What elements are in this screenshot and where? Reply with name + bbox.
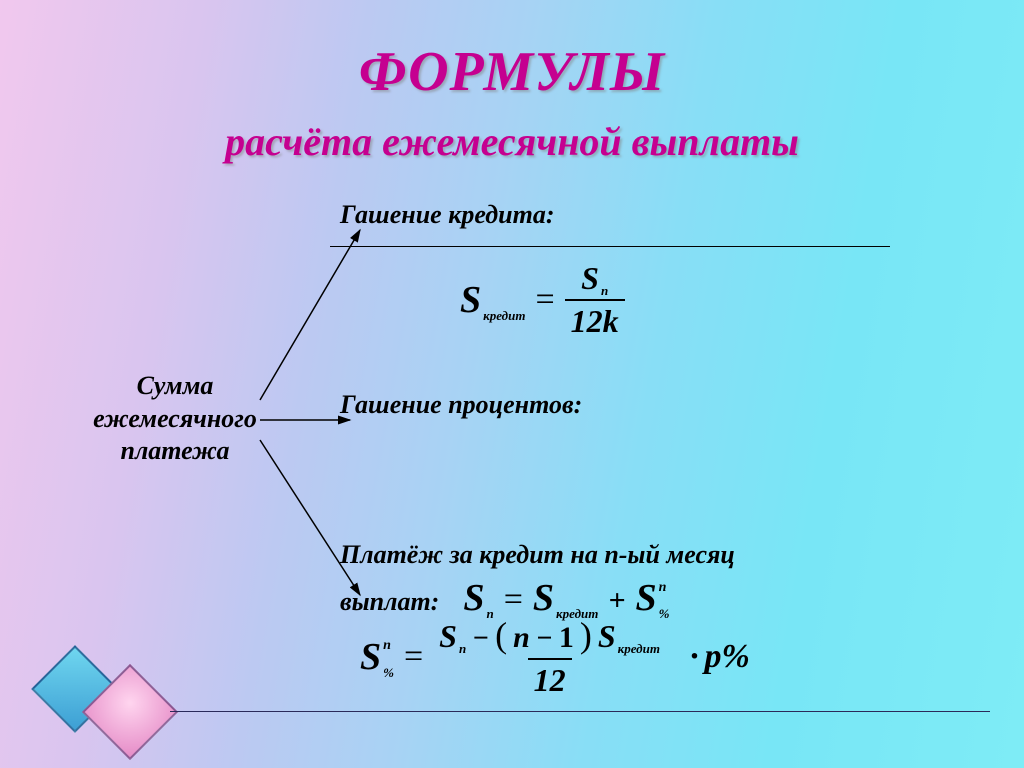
f3-t2: S n % — [635, 576, 669, 620]
f2-p: p% — [704, 638, 749, 675]
f2-t1-base: S — [439, 618, 457, 655]
f3-t2-base: S — [635, 576, 656, 620]
slide-title: ФОРМУЛЫ — [0, 40, 1024, 104]
left-label-line1: Сумма — [137, 371, 214, 400]
f3-t2-sub: % — [659, 608, 670, 620]
f1-fraction: S n 12k — [565, 260, 625, 340]
f2-dot: · — [690, 638, 699, 675]
left-label: Сумма ежемесячного платежа — [60, 370, 290, 468]
f2-t3-base: S — [598, 618, 616, 655]
content-area: Сумма ежемесячного платежа Гашение креди… — [0, 200, 1024, 680]
f3-eq: = — [504, 581, 523, 619]
f1-lhs: S кредит — [460, 278, 525, 322]
f2-one: 1 — [559, 621, 574, 655]
footer-line — [170, 711, 990, 712]
heading-percent: Гашение процентов: — [340, 390, 582, 420]
section-payment: Платёж за кредит на n-ый месяц выплат: S… — [340, 540, 735, 620]
slide: ФОРМУЛЫ расчёта ежемесячной выплаты Сумм… — [0, 0, 1024, 768]
formula-payment: S n = S кредит + S n — [463, 576, 669, 620]
formula-credit: S кредит = S n 12k — [460, 260, 625, 340]
f1-lhs-base: S — [460, 278, 481, 322]
f2-num-t3: S кредит — [598, 618, 660, 655]
f1-num-sub: n — [601, 285, 608, 297]
f2-minus2: − — [536, 623, 553, 655]
f2-trailer: ·p% — [684, 638, 750, 676]
f3-lhs-base: S — [463, 576, 484, 620]
f2-lhs-base: S — [360, 635, 381, 679]
f3-plus: + — [608, 584, 625, 618]
underline-1 — [330, 246, 890, 247]
f1-lhs-sub: кредит — [483, 310, 525, 322]
heading-payment-b: выплат: — [340, 587, 439, 617]
f2-n: n — [513, 621, 530, 655]
f3-t1-base: S — [533, 576, 554, 620]
f2-den: 12 — [528, 658, 572, 699]
formula-percent: S n % = S n − — [360, 614, 750, 699]
slide-subtitle: расчёта ежемесячной выплаты — [0, 118, 1024, 165]
f1-eq: = — [535, 281, 554, 319]
f3-t1-sub: кредит — [556, 608, 598, 620]
f1-den: 12k — [565, 299, 625, 340]
f2-lhs: S n % — [360, 635, 394, 679]
f2-lhs-sup: n — [383, 640, 391, 653]
f2-fraction: S n − ( n − 1 ) S кредит — [433, 614, 666, 699]
f2-eq: = — [404, 638, 423, 676]
left-label-line3: платежа — [121, 436, 230, 465]
heading-payment-a: Платёж за кредит на n-ый месяц — [340, 540, 735, 570]
section-percent: Гашение процентов: S n % = S — [340, 390, 582, 420]
f2-t1-sub: n — [459, 643, 466, 655]
f2-num-t1: S n — [439, 618, 466, 655]
heading-credit: Гашение кредита: — [340, 200, 555, 230]
f3-lhs-sub: n — [486, 608, 493, 620]
section-credit: Гашение кредита: S кредит = S n — [340, 200, 555, 230]
f1-num: S n — [581, 260, 608, 297]
f2-t3-sub: кредит — [618, 643, 660, 655]
f3-t2-sup: n — [659, 582, 667, 595]
f3-t1: S кредит — [533, 576, 598, 620]
left-label-line2: ежемесячного — [93, 404, 257, 433]
f2-lhs-sub: % — [383, 667, 394, 679]
f2-minus1: − — [472, 623, 489, 655]
f3-lhs: S n — [463, 576, 493, 620]
f2-open: ( — [495, 614, 507, 656]
f1-num-base: S — [581, 260, 599, 297]
